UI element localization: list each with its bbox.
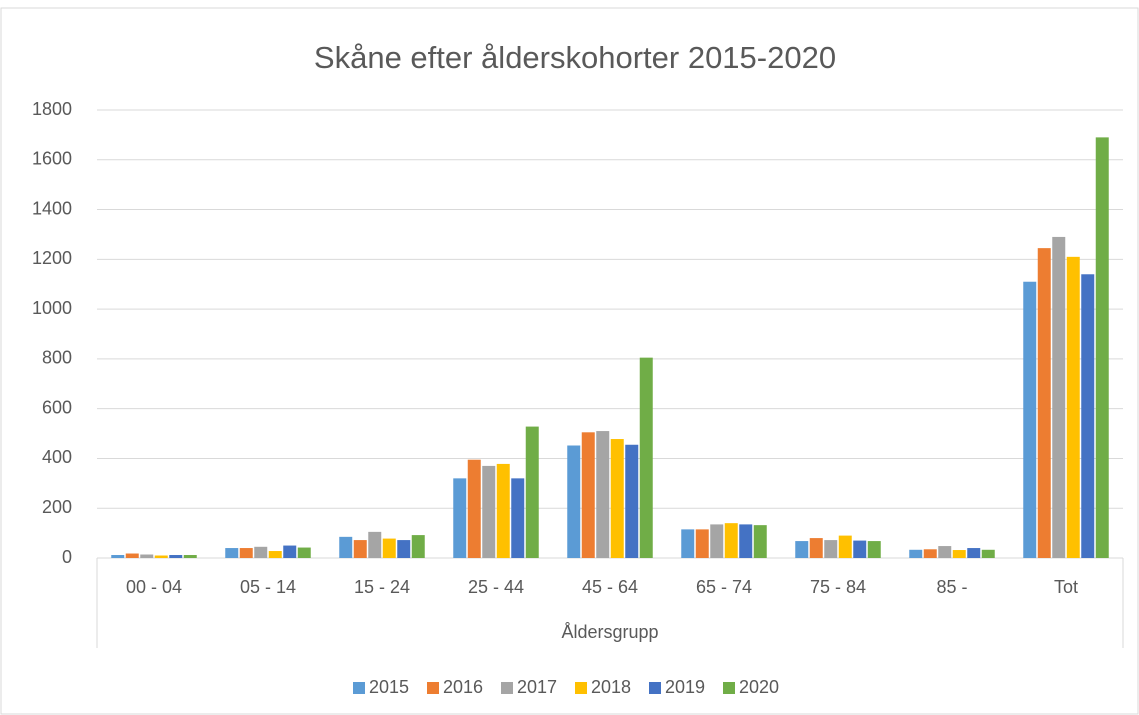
bar xyxy=(681,529,695,558)
y-tick-label: 1200 xyxy=(32,248,72,268)
bar xyxy=(411,535,425,558)
x-tick-label: 15 - 24 xyxy=(354,577,410,597)
x-axis-label: Åldersgrupp xyxy=(561,622,658,642)
bar xyxy=(254,546,268,558)
y-tick-label: 1400 xyxy=(32,198,72,218)
bar xyxy=(795,541,809,558)
x-tick-label: 85 - xyxy=(936,577,967,597)
x-tick-label: 00 - 04 xyxy=(126,577,182,597)
bar xyxy=(853,540,867,558)
bar xyxy=(809,538,823,558)
bar xyxy=(169,555,183,558)
x-tick-label: 75 - 84 xyxy=(810,577,866,597)
bar xyxy=(111,555,125,558)
bar xyxy=(753,525,767,558)
bar xyxy=(140,554,154,558)
bar xyxy=(567,445,581,558)
bar xyxy=(525,426,539,558)
bar xyxy=(125,553,139,558)
bar xyxy=(581,432,595,558)
y-tick-label: 800 xyxy=(42,348,72,368)
bar xyxy=(283,545,297,558)
bar xyxy=(695,529,709,558)
legend-label: 2018 xyxy=(591,677,631,697)
bar xyxy=(824,540,838,558)
y-tick-label: 1800 xyxy=(32,99,72,119)
y-tick-label: 1600 xyxy=(32,149,72,169)
legend-swatch xyxy=(575,682,587,694)
bar xyxy=(909,549,923,558)
legend-swatch xyxy=(427,682,439,694)
y-tick-label: 1000 xyxy=(32,298,72,318)
bar xyxy=(397,540,411,558)
legend-label: 2020 xyxy=(739,677,779,697)
bar xyxy=(339,536,353,558)
x-tick-label: 25 - 44 xyxy=(468,577,524,597)
bar xyxy=(1066,256,1080,558)
x-tick-label: 05 - 14 xyxy=(240,577,296,597)
y-tick-label: 0 xyxy=(62,547,72,567)
x-tick-label: 65 - 74 xyxy=(696,577,752,597)
bar xyxy=(225,548,239,558)
bar xyxy=(838,535,852,558)
bar xyxy=(625,444,639,558)
bar xyxy=(1081,274,1095,558)
bar xyxy=(268,551,282,558)
bar xyxy=(710,524,724,558)
bar xyxy=(867,541,881,558)
bar xyxy=(453,478,467,558)
bar xyxy=(368,531,382,558)
bar xyxy=(938,546,952,558)
y-tick-label: 600 xyxy=(42,397,72,417)
y-tick-label: 200 xyxy=(42,497,72,517)
legend-swatch xyxy=(649,682,661,694)
x-tick-label: Tot xyxy=(1054,577,1078,597)
bar xyxy=(610,439,624,558)
bar xyxy=(482,465,496,558)
bar xyxy=(154,555,168,558)
x-tick-label: 45 - 64 xyxy=(582,577,638,597)
bar xyxy=(596,431,610,558)
chart-title: Skåne efter ålderskohorter 2015-2020 xyxy=(314,40,836,75)
bar xyxy=(496,463,510,558)
legend-swatch xyxy=(501,682,513,694)
bar xyxy=(1023,281,1037,558)
bar xyxy=(639,357,653,558)
bar xyxy=(967,548,981,558)
y-tick-label: 400 xyxy=(42,447,72,467)
bar xyxy=(1037,248,1051,558)
bar xyxy=(923,549,937,558)
bar xyxy=(724,523,738,558)
bar xyxy=(739,524,753,558)
legend-label: 2016 xyxy=(443,677,483,697)
bar xyxy=(297,547,311,558)
bar xyxy=(239,548,253,558)
bar xyxy=(353,540,367,558)
bar xyxy=(183,555,197,558)
bar xyxy=(1052,236,1066,558)
legend-swatch xyxy=(353,682,365,694)
bar xyxy=(1095,137,1109,558)
bar xyxy=(511,478,525,558)
bar xyxy=(467,459,481,558)
legend-swatch xyxy=(723,682,735,694)
bar xyxy=(981,549,995,558)
legend-label: 2019 xyxy=(665,677,705,697)
legend-label: 2015 xyxy=(369,677,409,697)
legend-label: 2017 xyxy=(517,677,557,697)
bar xyxy=(952,550,966,558)
chart-frame xyxy=(0,7,1139,715)
bar xyxy=(382,538,396,558)
